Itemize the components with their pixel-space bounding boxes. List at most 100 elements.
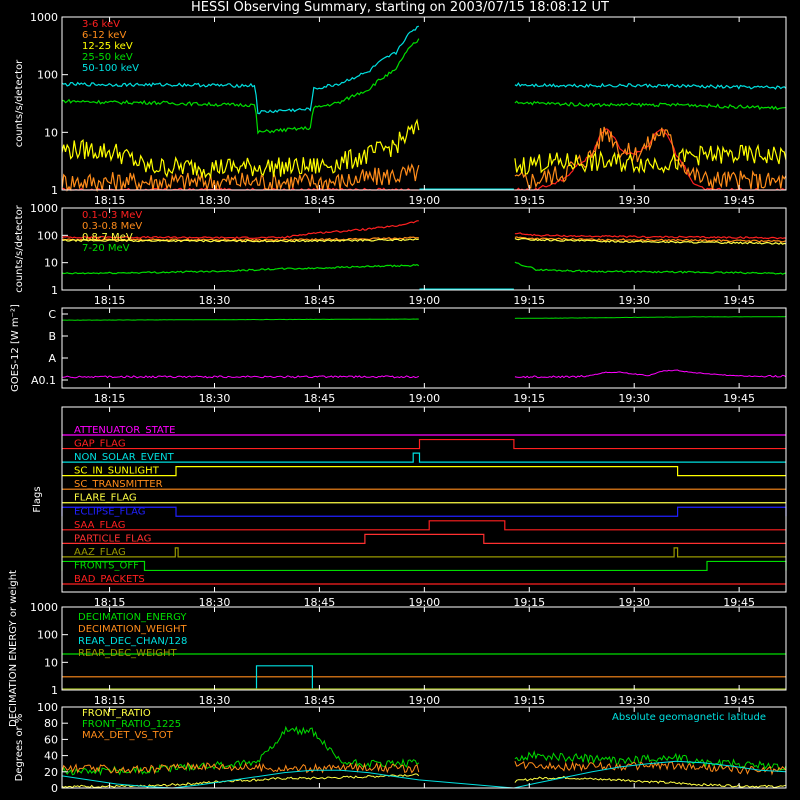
y-tick-label: 60 (44, 733, 58, 746)
x-tick-label: 18:45 (304, 194, 336, 207)
x-tick-label: 18:15 (94, 694, 126, 707)
y-tick-label: 10 (44, 656, 58, 669)
flag-line (62, 533, 786, 544)
low-energy-frame (61, 16, 787, 191)
legend-entry: DECIMATION_ENERGY (78, 612, 187, 623)
legend-entry: MAX_DET_VS_TOT (82, 730, 174, 741)
y-axis-label: DECIMATION ENERGY or weight (8, 570, 19, 727)
x-tick-label: 18:30 (199, 194, 231, 207)
y-axis-label: GOES-12 [W m⁻²] (10, 304, 21, 392)
legend-entry: 7-20 MeV (82, 243, 130, 254)
y-tick-label: 20 (44, 766, 58, 779)
legend-entry: 12-25 keV (82, 41, 133, 52)
x-tick-label: 19:15 (513, 392, 545, 405)
y-tick-label: 1 (51, 684, 58, 697)
y-tick-label: 10 (44, 126, 58, 139)
x-tick-label: 18:30 (199, 596, 231, 609)
legend-entry: FRONT_RATIO_1225 (82, 719, 181, 730)
y-tick-label: 1 (51, 284, 58, 297)
legend-entry: FRONT_RATIO (82, 708, 151, 719)
x-tick-label: 18:30 (199, 294, 231, 307)
legend-entry: 0.1-0.3 MeV (82, 210, 142, 221)
legend-entry: REAR_DEC_CHAN/128 (78, 636, 187, 647)
flag-label: SC_TRANSMITTER (74, 479, 163, 490)
y-tick-label: 1000 (30, 11, 58, 24)
y-axis-label: counts/s/detector (14, 59, 25, 147)
high-energy-frame (61, 207, 787, 291)
x-tick-label: 19:45 (723, 596, 755, 609)
x-tick-label: 19:45 (723, 194, 755, 207)
series-line (61, 220, 787, 240)
ratios-frame (61, 706, 787, 789)
x-tick-label: 19:15 (513, 596, 545, 609)
y-tick-label: 1000 (30, 601, 58, 614)
x-tick-label: 19:30 (618, 194, 650, 207)
annotation-label: Absolute geomagnetic latitude (612, 712, 766, 723)
flag-line (62, 466, 786, 477)
x-tick-label: 18:30 (199, 392, 231, 405)
y-tick-label: 40 (44, 750, 58, 763)
x-tick-label: 18:45 (304, 596, 336, 609)
series-line (61, 38, 787, 135)
y-tick-label: A0.1 (31, 374, 56, 387)
y-axis-label: Degrees or % (14, 714, 25, 782)
y-tick-label: A (48, 352, 56, 365)
x-tick-label: 18:45 (304, 392, 336, 405)
series-line (61, 25, 787, 115)
series-line (62, 369, 787, 379)
x-tick-label: 19:15 (513, 294, 545, 307)
y-tick-label: 10 (44, 257, 58, 270)
y-tick-label: C (48, 308, 56, 321)
flags-frame (61, 406, 787, 593)
x-tick-label: 19:45 (723, 694, 755, 707)
flag-label: FRONTS_OFF (74, 560, 139, 571)
x-tick-label: 18:15 (94, 294, 126, 307)
x-tick-label: 19:00 (408, 694, 440, 707)
x-tick-label: 19:15 (513, 194, 545, 207)
x-tick-label: 19:00 (408, 194, 440, 207)
legend-entry: 50-100 keV (82, 63, 139, 74)
x-tick-label: 19:15 (513, 694, 545, 707)
goes-frame (61, 307, 787, 389)
flag-line (62, 520, 786, 531)
legend-entry: 25-50 keV (82, 52, 133, 63)
x-tick-label: 18:45 (304, 694, 336, 707)
y-tick-label: 100 (37, 629, 58, 642)
flag-label: SAA_FLAG (74, 520, 125, 531)
y-axis-label: Flags (32, 486, 43, 512)
y-tick-label: 0 (51, 782, 58, 795)
x-tick-label: 18:15 (94, 194, 126, 207)
flag-label: ECLIPSE_FLAG (74, 506, 145, 517)
flag-label: FLARE_FLAG (74, 493, 137, 504)
decimation-panel: 1 10 100 1000 DECIMATION ENERGY or weight DEC… (8, 570, 786, 727)
series-line (61, 126, 787, 193)
legend-entry: 0.3-0.8 MeV (82, 221, 142, 232)
series-line (61, 236, 787, 243)
ratios-panel: 0 20 40 60 80 100 Degrees or % FRONT_RATIOFRONT… (14, 701, 787, 795)
x-tick-label: 18:15 (94, 392, 126, 405)
legend-entry: 6-12 keV (82, 30, 126, 41)
y-axis-label: counts/s/detector (14, 204, 25, 292)
x-tick-label: 18:30 (199, 694, 231, 707)
legend-entry: 3-6 keV (82, 19, 120, 30)
y-tick-label: 1000 (30, 202, 58, 215)
x-tick-label: 19:30 (618, 392, 650, 405)
y-tick-label: 100 (37, 701, 58, 714)
flag-label: GAP_FLAG (74, 439, 126, 450)
flags-panel: ATTENUATOR_STATE GAP_FLAG NON_SOLAR_EVENT S… (32, 407, 787, 609)
x-tick-label: 19:00 (408, 294, 440, 307)
series-line (61, 261, 787, 275)
x-tick-label: 18:15 (94, 596, 126, 609)
y-tick-label: 100 (37, 229, 58, 242)
series-line (61, 237, 787, 245)
flag-label: PARTICLE_FLAG (74, 533, 151, 544)
y-tick-label: B (48, 330, 56, 343)
x-tick-label: 19:30 (618, 596, 650, 609)
flag-label: NON_SOLAR_EVENT (74, 452, 175, 463)
flag-line (62, 547, 786, 558)
x-tick-label: 19:00 (408, 596, 440, 609)
y-tick-label: 100 (37, 69, 58, 82)
flag-line (61, 560, 787, 572)
high-energy-panel: 1 10 100 1000 counts/s/detector 0.1-0.3 MeV0.… (14, 202, 787, 307)
